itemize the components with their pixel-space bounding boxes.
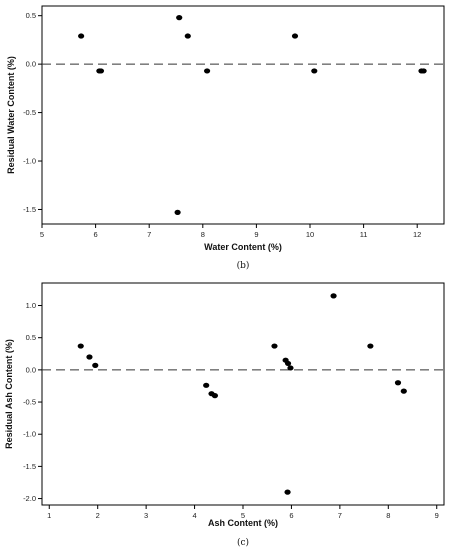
y-tick-label: 0.5 — [26, 333, 36, 342]
y-tick-label: 0.0 — [26, 365, 36, 374]
data-point — [367, 343, 374, 349]
x-tick-label: 9 — [254, 230, 258, 239]
data-point — [400, 388, 407, 394]
x-tick-label: 7 — [338, 511, 342, 520]
data-point — [284, 489, 291, 495]
data-point — [176, 15, 183, 21]
x-axis-label: Water Content (%) — [204, 242, 282, 252]
data-point — [330, 293, 337, 299]
y-tick-label: -1.0 — [23, 430, 36, 439]
data-point — [184, 33, 191, 39]
x-tick-label: 9 — [435, 511, 439, 520]
data-point — [203, 68, 211, 74]
x-tick-label: 4 — [192, 511, 196, 520]
plot-frame — [41, 282, 445, 506]
x-tick-label: 3 — [144, 511, 148, 520]
x-tick-label: 8 — [201, 230, 205, 239]
x-tick-label: 1 — [47, 511, 51, 520]
ash-residual-panel: 1 2 3 4 5 6 7 8 9 1.0 0.5 0.0 -0.5 -1.0 -1.5 -2.0 Ash Co… — [4, 282, 445, 548]
y-tick-label: -1.5 — [23, 462, 36, 471]
x-axis-label: Ash Content (%) — [208, 518, 278, 528]
data-point — [203, 382, 210, 388]
x-tick-label: 6 — [94, 230, 98, 239]
data-point — [394, 380, 402, 386]
plot-frame — [41, 5, 445, 225]
data-point — [86, 354, 93, 360]
data-point — [284, 360, 292, 367]
data-point — [92, 362, 99, 368]
panel-caption: (c) — [237, 537, 249, 548]
x-tick-label: 12 — [413, 230, 421, 239]
data-point — [174, 209, 181, 215]
y-tick-label: -2.0 — [23, 494, 36, 503]
y-axis-label: Residual Ash Content (%) — [4, 339, 14, 449]
water-residual-panel: 5 6 7 8 9 10 11 12 0.5 0.0 -0.5 -1.0 -1.5 Water Conte… — [6, 5, 445, 271]
data-point — [420, 68, 427, 74]
x-tick-label: 5 — [40, 230, 44, 239]
x-tick-label: 10 — [306, 230, 314, 239]
x-tick-label: 7 — [147, 230, 151, 239]
data-point — [211, 393, 219, 399]
y-tick-label: -1.0 — [23, 157, 36, 166]
panel-caption: (b) — [237, 260, 250, 271]
y-tick-label: -1.5 — [23, 205, 36, 214]
data-point — [311, 68, 318, 74]
x-tick-label: 8 — [386, 511, 390, 520]
data-point — [97, 68, 105, 74]
x-tick-label: 6 — [289, 511, 293, 520]
x-tick-label: 5 — [241, 511, 245, 520]
y-axis-label: Residual Water Content (%) — [6, 56, 16, 174]
data-point — [287, 365, 294, 371]
x-tick-label: 11 — [360, 230, 368, 239]
x-tick-label: 2 — [96, 511, 100, 520]
y-tick-label: -0.5 — [23, 398, 36, 407]
data-point — [291, 33, 299, 39]
y-tick-label: 0.0 — [26, 60, 36, 69]
data-point — [271, 343, 278, 349]
y-tick-label: 1.0 — [26, 301, 36, 310]
data-point — [77, 343, 84, 349]
y-tick-label: -0.5 — [23, 108, 36, 117]
data-point — [78, 33, 85, 39]
y-tick-label: 0.5 — [26, 11, 36, 20]
